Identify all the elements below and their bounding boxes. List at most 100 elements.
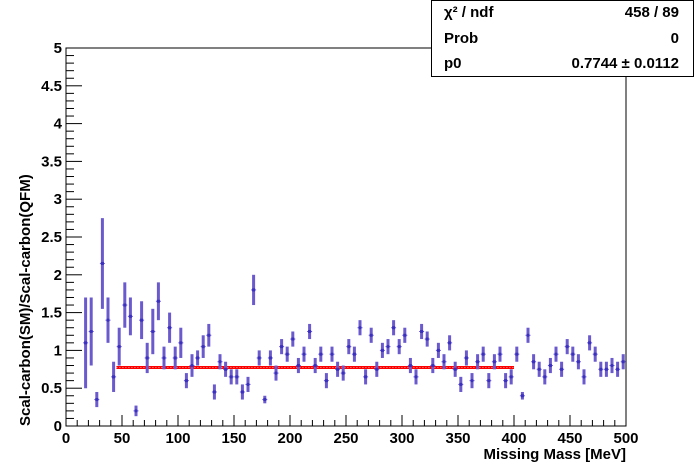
data-point	[363, 369, 369, 385]
data-point	[122, 282, 128, 328]
data-marker	[498, 352, 502, 356]
data-marker	[543, 375, 547, 379]
data-marker	[588, 341, 592, 345]
data-marker	[492, 360, 496, 364]
data-marker	[168, 326, 172, 330]
x-axis-label: Missing Mass [MeV]	[483, 446, 626, 463]
data-marker	[526, 333, 530, 337]
data-point	[396, 339, 402, 355]
data-marker	[431, 364, 435, 368]
data-marker	[386, 345, 390, 349]
data-point	[351, 346, 357, 362]
data-marker	[414, 375, 418, 379]
stat-value-prob: 0	[670, 30, 679, 47]
data-point	[262, 395, 268, 404]
data-point	[206, 323, 212, 347]
data-point	[447, 335, 453, 351]
y-tick-label: 0	[54, 418, 62, 435]
data-point	[183, 373, 189, 389]
data-point	[357, 320, 363, 336]
data-marker	[179, 341, 183, 345]
data-point	[127, 297, 133, 336]
data-point	[323, 373, 329, 389]
data-point	[391, 320, 397, 336]
data-point	[503, 373, 509, 389]
data-point	[144, 342, 150, 374]
data-point	[155, 282, 161, 321]
data-marker	[112, 375, 116, 379]
data-marker	[403, 333, 407, 337]
data-point	[195, 350, 201, 366]
data-point	[598, 361, 604, 377]
data-marker	[616, 367, 620, 371]
data-marker	[207, 333, 211, 337]
data-point	[217, 354, 223, 370]
y-tick-label: 3	[54, 191, 62, 208]
stat-value-chi2: 458 / 89	[624, 4, 679, 21]
data-marker	[487, 379, 491, 383]
stat-row-prob: Prob 0	[432, 27, 693, 52]
data-marker	[313, 364, 317, 368]
data-point	[407, 357, 413, 374]
x-tick-label: 450	[557, 430, 582, 447]
y-tick-label: 1.5	[41, 305, 62, 322]
data-marker	[106, 318, 110, 322]
data-marker	[134, 409, 138, 413]
data-marker	[252, 288, 256, 292]
data-marker	[224, 367, 228, 371]
data-point	[374, 361, 380, 377]
data-marker	[420, 330, 424, 333]
data-marker	[128, 314, 132, 318]
fit-stats-box: χ² / ndf 458 / 89 Prob 0 p0 0.7744 ± 0.0…	[431, 0, 694, 77]
x-tick-label: 50	[114, 430, 131, 447]
data-point	[564, 339, 570, 355]
y-tick-label: 2	[54, 267, 62, 284]
data-marker	[481, 352, 485, 356]
data-point	[497, 346, 503, 362]
data-marker	[196, 356, 200, 360]
data-marker	[548, 364, 552, 368]
data-marker	[621, 360, 625, 364]
x-tick-label: 0	[62, 430, 70, 447]
data-point	[379, 342, 385, 358]
data-point	[385, 339, 391, 355]
data-point	[603, 361, 609, 377]
data-point	[256, 350, 262, 366]
data-point	[430, 357, 436, 374]
data-point	[83, 297, 89, 389]
data-marker	[352, 352, 356, 356]
data-point	[116, 327, 122, 366]
data-point	[245, 376, 251, 392]
data-marker	[296, 364, 300, 368]
data-point	[424, 331, 430, 347]
data-marker	[369, 333, 373, 337]
data-point	[251, 274, 257, 306]
data-point	[295, 357, 301, 374]
data-marker	[336, 367, 340, 371]
data-point	[189, 354, 195, 377]
data-point	[167, 312, 173, 343]
y-tick-label: 2.5	[41, 229, 62, 246]
data-marker	[190, 364, 194, 368]
data-marker	[156, 299, 160, 303]
data-point	[519, 391, 525, 400]
data-marker	[291, 337, 295, 341]
y-tick-label: 1	[54, 342, 62, 359]
data-marker	[218, 360, 222, 364]
x-tick-label: 100	[165, 430, 190, 447]
x-tick-label: 200	[277, 430, 302, 447]
data-marker	[464, 356, 468, 360]
data-marker	[162, 356, 166, 360]
data-point	[105, 297, 111, 343]
data-marker	[565, 345, 569, 349]
data-marker	[380, 348, 384, 352]
data-point	[531, 354, 537, 370]
data-point	[402, 327, 408, 343]
data-marker	[582, 375, 586, 379]
x-tick-label: 500	[613, 430, 638, 447]
data-point	[307, 323, 313, 340]
data-point	[200, 335, 206, 358]
data-point	[592, 346, 598, 362]
data-point	[475, 354, 481, 370]
